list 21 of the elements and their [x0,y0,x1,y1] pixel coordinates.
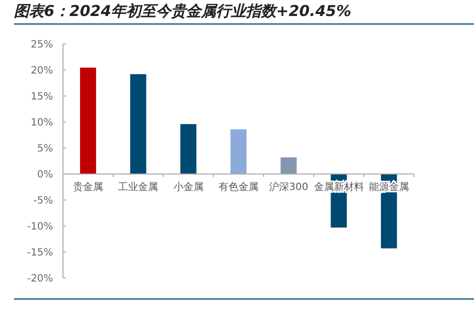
y-tick-label: -5% [34,196,53,206]
y-tick-label: -15% [27,248,53,258]
chart-title: 图表6：2024年初至今贵金属行业指数+20.45% [14,2,352,20]
x-tick-label: 沪深300 [269,181,308,193]
y-tick-label: 20% [30,66,53,76]
bar [130,74,146,174]
x-tick-label: 工业金属 [118,181,158,193]
y-tick-label: 5% [37,144,53,154]
bar [230,129,247,174]
y-tick-label: 15% [30,92,53,102]
y-tick-label: 10% [30,118,53,128]
y-tick-label: -20% [27,274,53,284]
bar [80,68,96,174]
y-tick-label: 25% [30,40,53,50]
x-tick-label: 小金属 [173,181,204,193]
x-tick-label: 有色金属 [218,181,258,193]
bar [280,157,297,174]
x-tick-label: 贵金属 [73,181,104,193]
y-tick-label: 0% [37,170,53,180]
y-tick-label: -10% [27,222,53,232]
bar [180,124,196,174]
